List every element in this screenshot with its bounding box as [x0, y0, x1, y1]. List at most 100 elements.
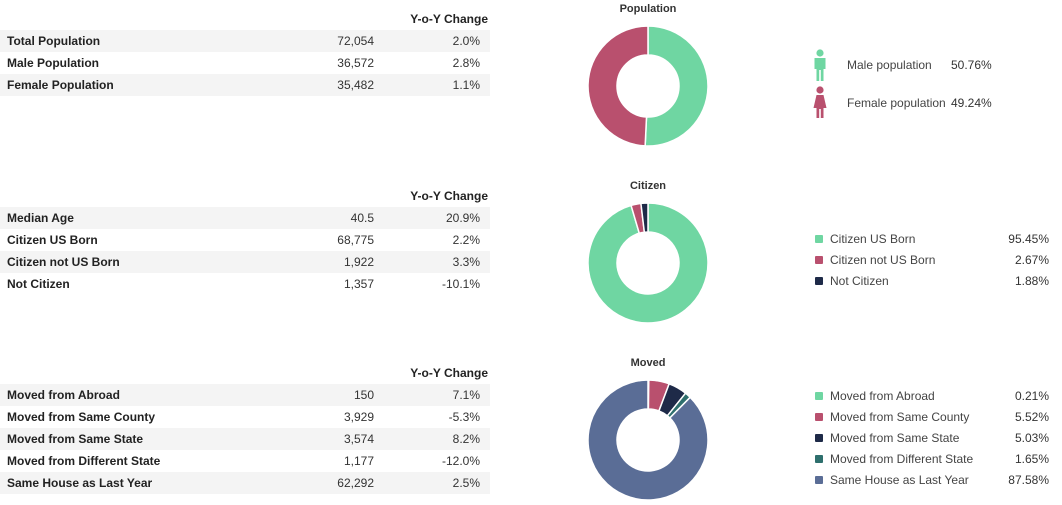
row-label: Median Age [7, 211, 74, 225]
row-change: 2.5% [452, 476, 480, 490]
table-row: Not Citizen 1,357 -10.1% [0, 273, 490, 295]
legend-label: Moved from Same State [830, 431, 960, 445]
legend-label: Moved from Different State [830, 452, 974, 466]
row-change: 3.3% [452, 255, 480, 269]
row-change: 8.2% [452, 432, 480, 446]
donut-slice [587, 379, 709, 501]
donut-slice [640, 202, 649, 234]
row-change: 2.0% [452, 34, 480, 48]
row-value: 1,357 [343, 277, 374, 291]
table-row: Moved from Different State 1,177 -12.0% [0, 450, 490, 472]
table-row: Female Population 35,482 1.1% [0, 74, 490, 96]
row-change: 2.8% [452, 56, 480, 70]
legend-item: Moved from Same County 5.52% [815, 408, 1055, 426]
legend-percent: 50.76% [951, 58, 992, 72]
legend-label: Moved from Abroad [830, 389, 935, 403]
table-row: Same House as Last Year 62,292 2.5% [0, 472, 490, 494]
legend-label: Female population [847, 96, 946, 110]
table-row: Median Age 40.5 20.9% [0, 207, 490, 229]
table-row: Citizen not US Born 1,922 3.3% [0, 251, 490, 273]
female-person-icon [813, 86, 827, 118]
row-value: 3,574 [343, 432, 374, 446]
legend-swatch [815, 277, 823, 285]
legend-swatch [815, 235, 823, 243]
row-value: 1,177 [343, 454, 374, 468]
legend-label: Male population [847, 58, 932, 72]
row-value: 62,292 [337, 476, 374, 490]
legend-percent: 2.67% [1014, 253, 1049, 267]
row-change: -10.1% [441, 277, 480, 291]
row-value: 3,929 [343, 410, 374, 424]
table-header-yoy: Y-o-Y Change [410, 189, 488, 203]
row-change: 20.9% [445, 211, 480, 225]
row-change: -12.0% [441, 454, 480, 468]
chart-title: Moved [630, 357, 666, 369]
legend-item: Citizen not US Born 2.67% [815, 251, 1055, 269]
legend-swatch [815, 256, 823, 264]
table-row: Moved from Same County 3,929 -5.3% [0, 406, 490, 428]
row-change: -5.3% [448, 410, 480, 424]
table-row: Male Population 36,572 2.8% [0, 52, 490, 74]
row-value: 150 [353, 388, 374, 402]
legend-swatch [815, 392, 823, 400]
row-label: Not Citizen [7, 277, 70, 291]
legend-swatch [815, 476, 823, 484]
row-label: Moved from Same County [7, 410, 156, 424]
male-person-icon [814, 49, 826, 81]
legend-label: Moved from Same County [830, 410, 970, 424]
row-label: Moved from Different State [7, 454, 161, 468]
row-change: 2.2% [452, 233, 480, 247]
legend-percent: 87.58% [1008, 473, 1049, 487]
legend-swatch [815, 455, 823, 463]
legend-label: Citizen US Born [830, 232, 916, 246]
row-value: 40.5 [350, 211, 374, 225]
table-row: Citizen US Born 68,775 2.2% [0, 229, 490, 251]
row-value: 35,482 [337, 78, 374, 92]
legend-percent: 5.52% [1014, 410, 1049, 424]
legend-item: Citizen US Born 95.45% [815, 230, 1055, 248]
legend-percent: 1.65% [1014, 452, 1049, 466]
row-change: 7.1% [452, 388, 480, 402]
row-change: 1.1% [452, 78, 480, 92]
row-label: Moved from Abroad [7, 388, 120, 402]
row-label: Same House as Last Year [7, 476, 153, 490]
citizen-donut-chart [587, 202, 709, 324]
row-value: 68,775 [337, 233, 374, 247]
row-value: 72,054 [337, 34, 374, 48]
legend-swatch [815, 413, 823, 421]
table-row: Moved from Abroad 150 7.1% [0, 384, 490, 406]
legend-percent: 1.88% [1014, 274, 1049, 288]
legend-percent: 49.24% [951, 96, 992, 110]
row-label: Total Population [7, 34, 101, 48]
table-row: Moved from Same State 3,574 8.2% [0, 428, 490, 450]
legend-percent: 95.45% [1008, 232, 1049, 246]
legend-item: Not Citizen 1.88% [815, 272, 1055, 290]
moved-donut-chart [587, 379, 709, 501]
row-label: Citizen not US Born [7, 255, 120, 269]
legend-swatch [815, 434, 823, 442]
chart-title: Population [619, 3, 677, 15]
population-donut-chart [587, 25, 709, 147]
row-label: Moved from Same State [7, 432, 144, 446]
legend-label: Citizen not US Born [830, 253, 936, 267]
legend-label: Same House as Last Year [830, 473, 969, 487]
row-label: Citizen US Born [7, 233, 98, 247]
row-label: Male Population [7, 56, 100, 70]
legend-item: Moved from Same State 5.03% [815, 429, 1055, 447]
legend-item: Same House as Last Year 87.58% [815, 471, 1055, 489]
table-row: Total Population 72,054 2.0% [0, 30, 490, 52]
donut-slice [587, 25, 649, 147]
chart-title: Citizen [629, 180, 667, 192]
legend-label: Not Citizen [830, 274, 889, 288]
legend-item: Moved from Abroad 0.21% [815, 387, 1055, 405]
donut-slice [644, 25, 709, 147]
table-header-yoy: Y-o-Y Change [410, 12, 488, 26]
row-label: Female Population [7, 78, 114, 92]
table-header-yoy: Y-o-Y Change [410, 366, 488, 380]
row-value: 36,572 [337, 56, 374, 70]
legend-percent: 5.03% [1014, 431, 1049, 445]
legend-item: Moved from Different State 1.65% [815, 450, 1055, 468]
donut-slice [587, 202, 709, 324]
legend-percent: 0.21% [1014, 389, 1049, 403]
row-value: 1,922 [343, 255, 374, 269]
